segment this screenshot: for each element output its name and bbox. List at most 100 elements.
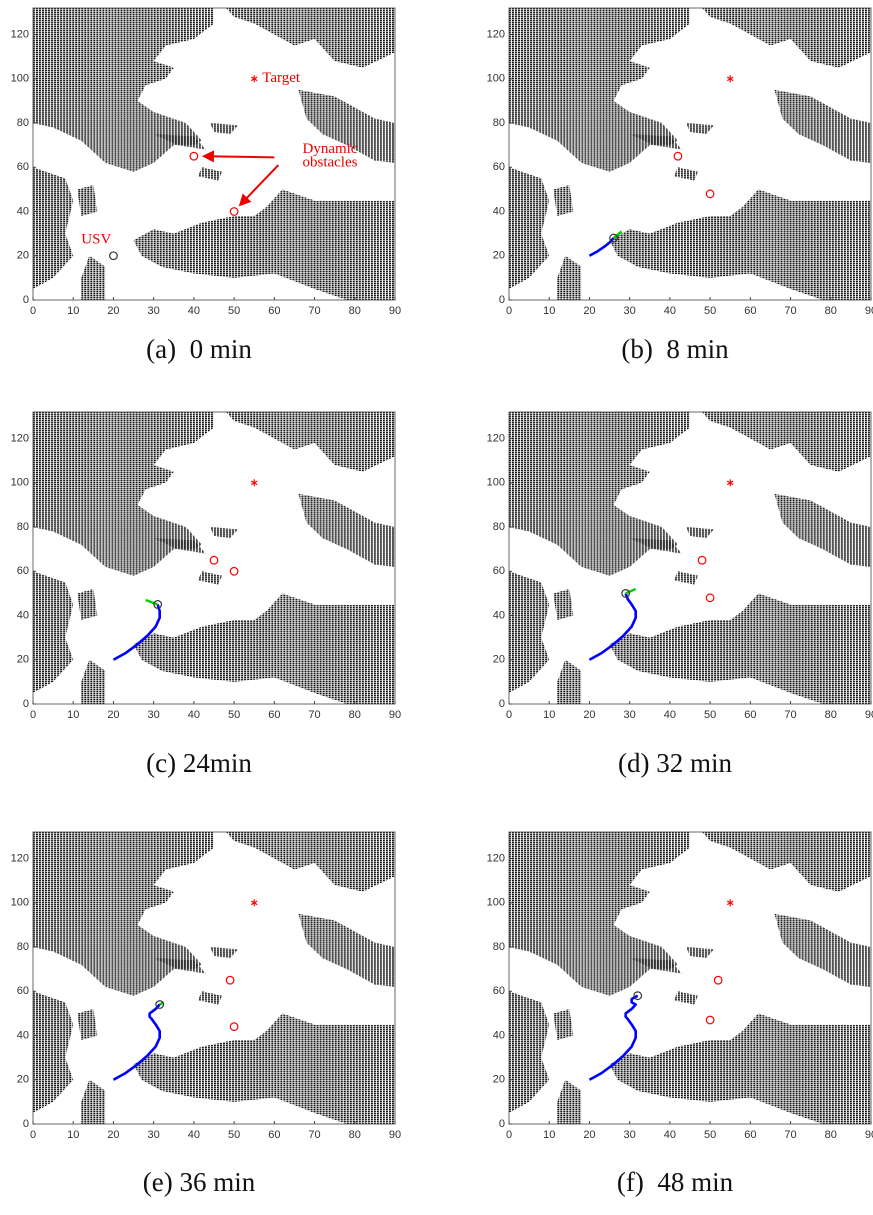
annotation: Target — [262, 70, 301, 86]
x-tick-label: 80 — [349, 709, 361, 721]
target-marker — [727, 899, 733, 906]
x-tick-label: 50 — [704, 305, 716, 317]
panel-caption: (d) 32 min — [618, 748, 732, 778]
obstacle-map — [509, 8, 871, 300]
y-tick-label: 20 — [17, 1074, 29, 1086]
obstacle — [230, 567, 238, 575]
y-tick-label: 80 — [493, 521, 505, 533]
target-marker — [727, 75, 733, 82]
obstacle — [714, 976, 722, 984]
annotation-arrow — [240, 165, 278, 205]
x-tick-label: 60 — [744, 1129, 756, 1141]
map-area — [509, 832, 871, 1124]
y-tick-label: 80 — [17, 941, 29, 953]
x-tick-label: 20 — [583, 305, 595, 317]
y-tick-label: 40 — [493, 205, 505, 217]
x-tick-label: 0 — [506, 1129, 512, 1141]
obstacle — [190, 152, 198, 160]
x-tick-label: 30 — [148, 709, 160, 721]
y-tick-label: 100 — [11, 897, 29, 909]
x-tick-label: 70 — [784, 305, 796, 317]
obstacle-map — [509, 832, 871, 1124]
obstacle — [230, 1023, 238, 1031]
x-tick-label: 0 — [506, 305, 512, 317]
x-tick-label: 40 — [188, 709, 200, 721]
x-tick-label: 30 — [624, 1129, 636, 1141]
x-tick-label: 20 — [583, 1129, 595, 1141]
x-tick-label: 10 — [67, 709, 79, 721]
y-tick-label: 0 — [499, 698, 505, 710]
x-tick-label: 50 — [704, 709, 716, 721]
x-tick-label: 0 — [30, 709, 36, 721]
obstacle — [230, 208, 238, 216]
map-area — [33, 832, 395, 1124]
panel-caption: (f) 48 min — [617, 1167, 734, 1197]
x-tick-label: 60 — [268, 305, 280, 317]
x-tick-label: 40 — [664, 1129, 676, 1141]
annotation-arrow — [204, 156, 274, 157]
x-tick-label: 10 — [67, 1129, 79, 1141]
y-tick-label: 100 — [487, 477, 505, 489]
figure: 0102030405060708090020406080100120(a) 0 … — [0, 0, 873, 1215]
x-tick-label: 70 — [308, 305, 320, 317]
y-tick-label: 40 — [17, 609, 29, 621]
x-tick-label: 50 — [228, 709, 240, 721]
x-tick-label: 0 — [506, 709, 512, 721]
x-tick-label: 90 — [389, 1129, 401, 1141]
obstacle — [706, 190, 714, 198]
obstacle — [706, 594, 714, 602]
y-tick-label: 0 — [23, 1118, 29, 1130]
panel-caption: (e) 36 min — [143, 1167, 256, 1197]
y-tick-label: 100 — [487, 897, 505, 909]
x-tick-label: 20 — [107, 305, 119, 317]
obstacle — [210, 556, 218, 564]
y-tick-label: 120 — [487, 28, 505, 40]
x-tick-label: 30 — [624, 305, 636, 317]
x-tick-label: 70 — [784, 709, 796, 721]
y-tick-label: 20 — [493, 250, 505, 262]
panel-caption: (c) 24min — [146, 748, 252, 778]
usv-path — [589, 238, 613, 256]
x-tick-label: 50 — [704, 1129, 716, 1141]
x-tick-label: 70 — [308, 1129, 320, 1141]
x-tick-label: 40 — [188, 1129, 200, 1141]
x-tick-label: 90 — [865, 709, 873, 721]
x-tick-label: 80 — [825, 1129, 837, 1141]
y-tick-label: 0 — [23, 294, 29, 306]
x-tick-label: 70 — [308, 709, 320, 721]
y-tick-label: 120 — [11, 432, 29, 444]
panel-caption: (a) 0 min — [146, 334, 252, 364]
x-tick-label: 10 — [67, 305, 79, 317]
y-tick-label: 120 — [487, 852, 505, 864]
y-tick-label: 60 — [17, 985, 29, 997]
obstacle-map — [33, 832, 395, 1124]
obstacle-map — [509, 412, 871, 704]
target-marker — [251, 899, 257, 906]
y-tick-label: 40 — [493, 609, 505, 621]
x-tick-label: 60 — [744, 709, 756, 721]
x-tick-label: 50 — [228, 1129, 240, 1141]
panel-caption: (b) 8 min — [621, 334, 729, 364]
x-tick-label: 60 — [268, 709, 280, 721]
x-tick-label: 0 — [30, 1129, 36, 1141]
y-tick-label: 120 — [11, 852, 29, 864]
x-tick-label: 50 — [228, 305, 240, 317]
obstacle — [226, 976, 234, 984]
y-tick-label: 0 — [499, 1118, 505, 1130]
y-tick-label: 20 — [493, 1074, 505, 1086]
y-tick-label: 40 — [493, 1029, 505, 1041]
x-tick-label: 60 — [268, 1129, 280, 1141]
annotation: USV — [81, 232, 111, 248]
x-tick-label: 30 — [624, 709, 636, 721]
x-tick-label: 10 — [543, 709, 555, 721]
panel: 0102030405060708090020406080100120(c) 24… — [11, 412, 401, 778]
y-tick-label: 80 — [493, 117, 505, 129]
map-area — [33, 412, 395, 704]
y-tick-label: 20 — [17, 250, 29, 262]
x-tick-label: 80 — [349, 1129, 361, 1141]
y-tick-label: 60 — [17, 161, 29, 173]
obstacle — [706, 1016, 714, 1024]
